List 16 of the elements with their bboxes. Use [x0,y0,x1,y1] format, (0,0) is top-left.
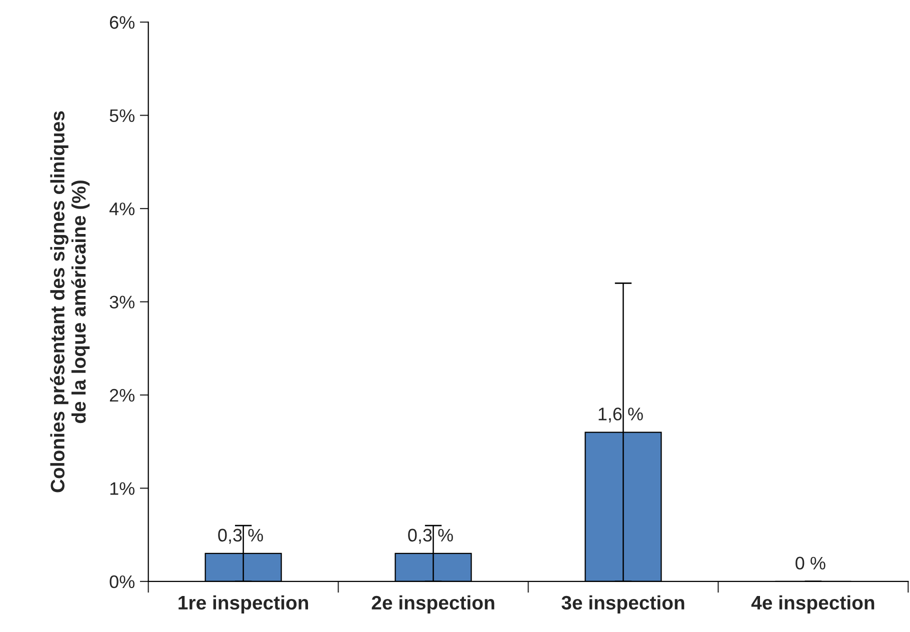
data-label: 0,3 % [218,528,263,544]
y-axis-title: Colonies présentant des signes cliniques de la loque américaine (%) [50,111,90,492]
x-tick-label: 4e inspection [751,595,874,614]
y-tick-label: 6% [110,16,134,29]
x-tick-label: 1re inspection [178,595,308,614]
data-label: 0,3 % [408,528,453,544]
x-tick-label: 3e inspection [562,595,684,614]
y-tick-label: 0% [110,575,134,588]
data-label: 1,6 % [598,408,643,423]
y-tick-label: 4% [109,202,134,216]
data-label: 0 % [796,556,826,570]
x-tick-label: 2e inspection [372,595,494,614]
y-tick-label: 1% [110,482,134,495]
y-tick-label: 3% [110,296,134,308]
y-tick-label: 2% [110,388,134,402]
y-tick-label: 5% [110,109,134,122]
